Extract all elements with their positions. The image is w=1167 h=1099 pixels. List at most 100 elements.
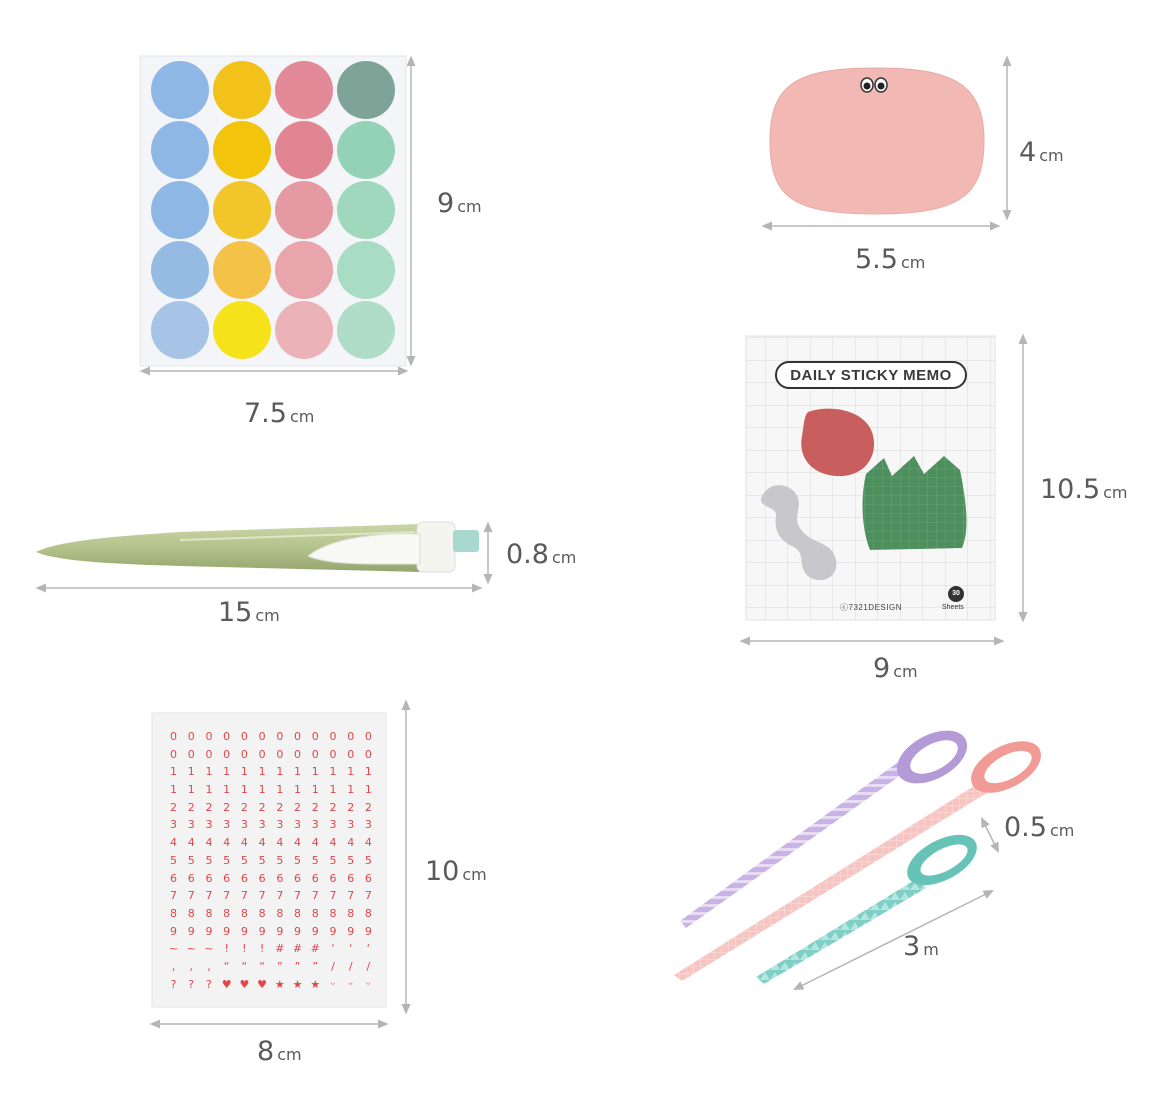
number-sticker: 7 [170,889,177,903]
number-sticker: / [331,959,335,973]
number-sticker: 7 [258,889,266,903]
pink-memo-width-label: 5.5 cm [855,244,926,275]
sheet-count-badge [948,586,964,602]
number-sticker: 3 [223,818,231,832]
number-sticker: 8 [187,906,195,920]
number-sticker: 2 [294,800,302,814]
dot-sticker [275,181,333,239]
dot-sheet-width-label: 7.5 cm [244,398,315,429]
number-sticker: 6 [240,871,248,885]
number-sticker: 4 [329,836,337,850]
number-sticker: 1 [347,765,355,779]
number-sticker: 2 [205,800,213,814]
number-sticker: 1 [329,783,337,797]
number-sticker: 7 [329,889,337,903]
number-sticker: ★ [292,977,303,991]
dot-sticker [337,181,395,239]
number-sticker: ᵕ [330,977,336,991]
daily-sticky-memo-card [745,335,996,621]
number-sticker: 5 [205,853,213,867]
sticky-memo-height-label: 10.5 cm [1040,474,1128,505]
number-sticker: 9 [329,924,337,938]
tape-width-label: 0.5 cm [1004,812,1075,843]
number-sticker: 1 [329,765,337,779]
number-sticker: 5 [170,853,177,867]
number-sticker: 0 [187,730,195,743]
number-sticker: 6 [258,871,266,885]
number-sticker: 6 [205,871,213,885]
dot-sheet-height-label: 9 cm [437,188,482,219]
number-sticker: 0 [294,730,302,743]
number-sticker: 4 [187,836,195,850]
number-sheet-width-label: 8 cm [257,1036,302,1067]
number-sticker: 0 [240,747,248,761]
number-sticker: 7 [187,889,195,903]
number-sticker: ” [294,959,301,973]
number-sticker: 2 [347,800,355,814]
red-circle-sticky [801,408,875,477]
number-sticker: “ [223,959,230,973]
dot-sticker [275,241,333,299]
number-sticker: ” [312,959,319,973]
number-sticker: 8 [170,906,177,920]
number-sticker: 1 [187,783,195,797]
memo-title: DAILY STICKY MEMO [790,367,952,384]
number-sticker: ♥ [221,977,232,991]
number-sticker: ★ [310,977,321,991]
number-sticker: 3 [364,818,372,832]
number-sticker: 3 [329,818,337,832]
number-sticker: 7 [294,889,302,903]
gray-wave-sticky [760,485,837,581]
number-sticker: 3 [347,818,355,832]
number-sticker: 0 [276,747,284,761]
number-sticker: 7 [364,889,372,903]
number-sticker: 1 [258,765,266,779]
number-sticker: 3 [170,818,177,832]
number-sticker: 5 [311,853,319,867]
number-sticker: ~ [204,942,214,956]
dot-sticker [213,61,271,119]
dot-sticker [151,301,209,359]
number-sticker: 9 [364,924,372,938]
number-sticker: 1 [294,783,302,797]
number-sticker: 1 [205,783,213,797]
number-sticker: 3 [311,818,319,832]
dot-sticker [337,61,395,119]
number-sticker: 1 [170,765,177,779]
number-sticker: / [366,959,371,973]
number-sticker: 1 [276,783,284,797]
dot-sticker [213,241,271,299]
number-sticker: 6 [329,871,337,885]
number-sticker: 6 [347,871,355,885]
green-tree-sticky [862,456,967,550]
memo-sheet-count-label: Sheets [942,604,964,611]
number-sticker: ! [224,942,229,956]
number-sticker: 1 [223,765,231,779]
number-sticker: 1 [170,783,177,797]
number-sticker: ? [206,977,212,991]
number-sticker: 3 [240,818,248,832]
number-sticker: 3 [258,818,266,832]
number-sticker-row: ,,, “ “ “ ” ” ” / / / [165,958,377,976]
dot-sticker [337,121,395,179]
number-sticker: 6 [311,871,319,885]
number-sticker: 0 [240,730,248,743]
number-sticker: 8 [329,906,337,920]
pen [36,521,479,573]
number-sticker: 9 [170,924,177,938]
dot-sticker [213,301,271,359]
sticky-memo-width-label: 9 cm [873,653,918,684]
number-sticker: 4 [294,836,302,850]
number-sticker: 4 [223,836,231,850]
dot-sticker [213,181,271,239]
number-sticker: 6 [187,871,195,885]
number-sticker: ♥ [257,977,268,991]
memo-brand: ⓒ7321DESIGN [840,603,902,612]
